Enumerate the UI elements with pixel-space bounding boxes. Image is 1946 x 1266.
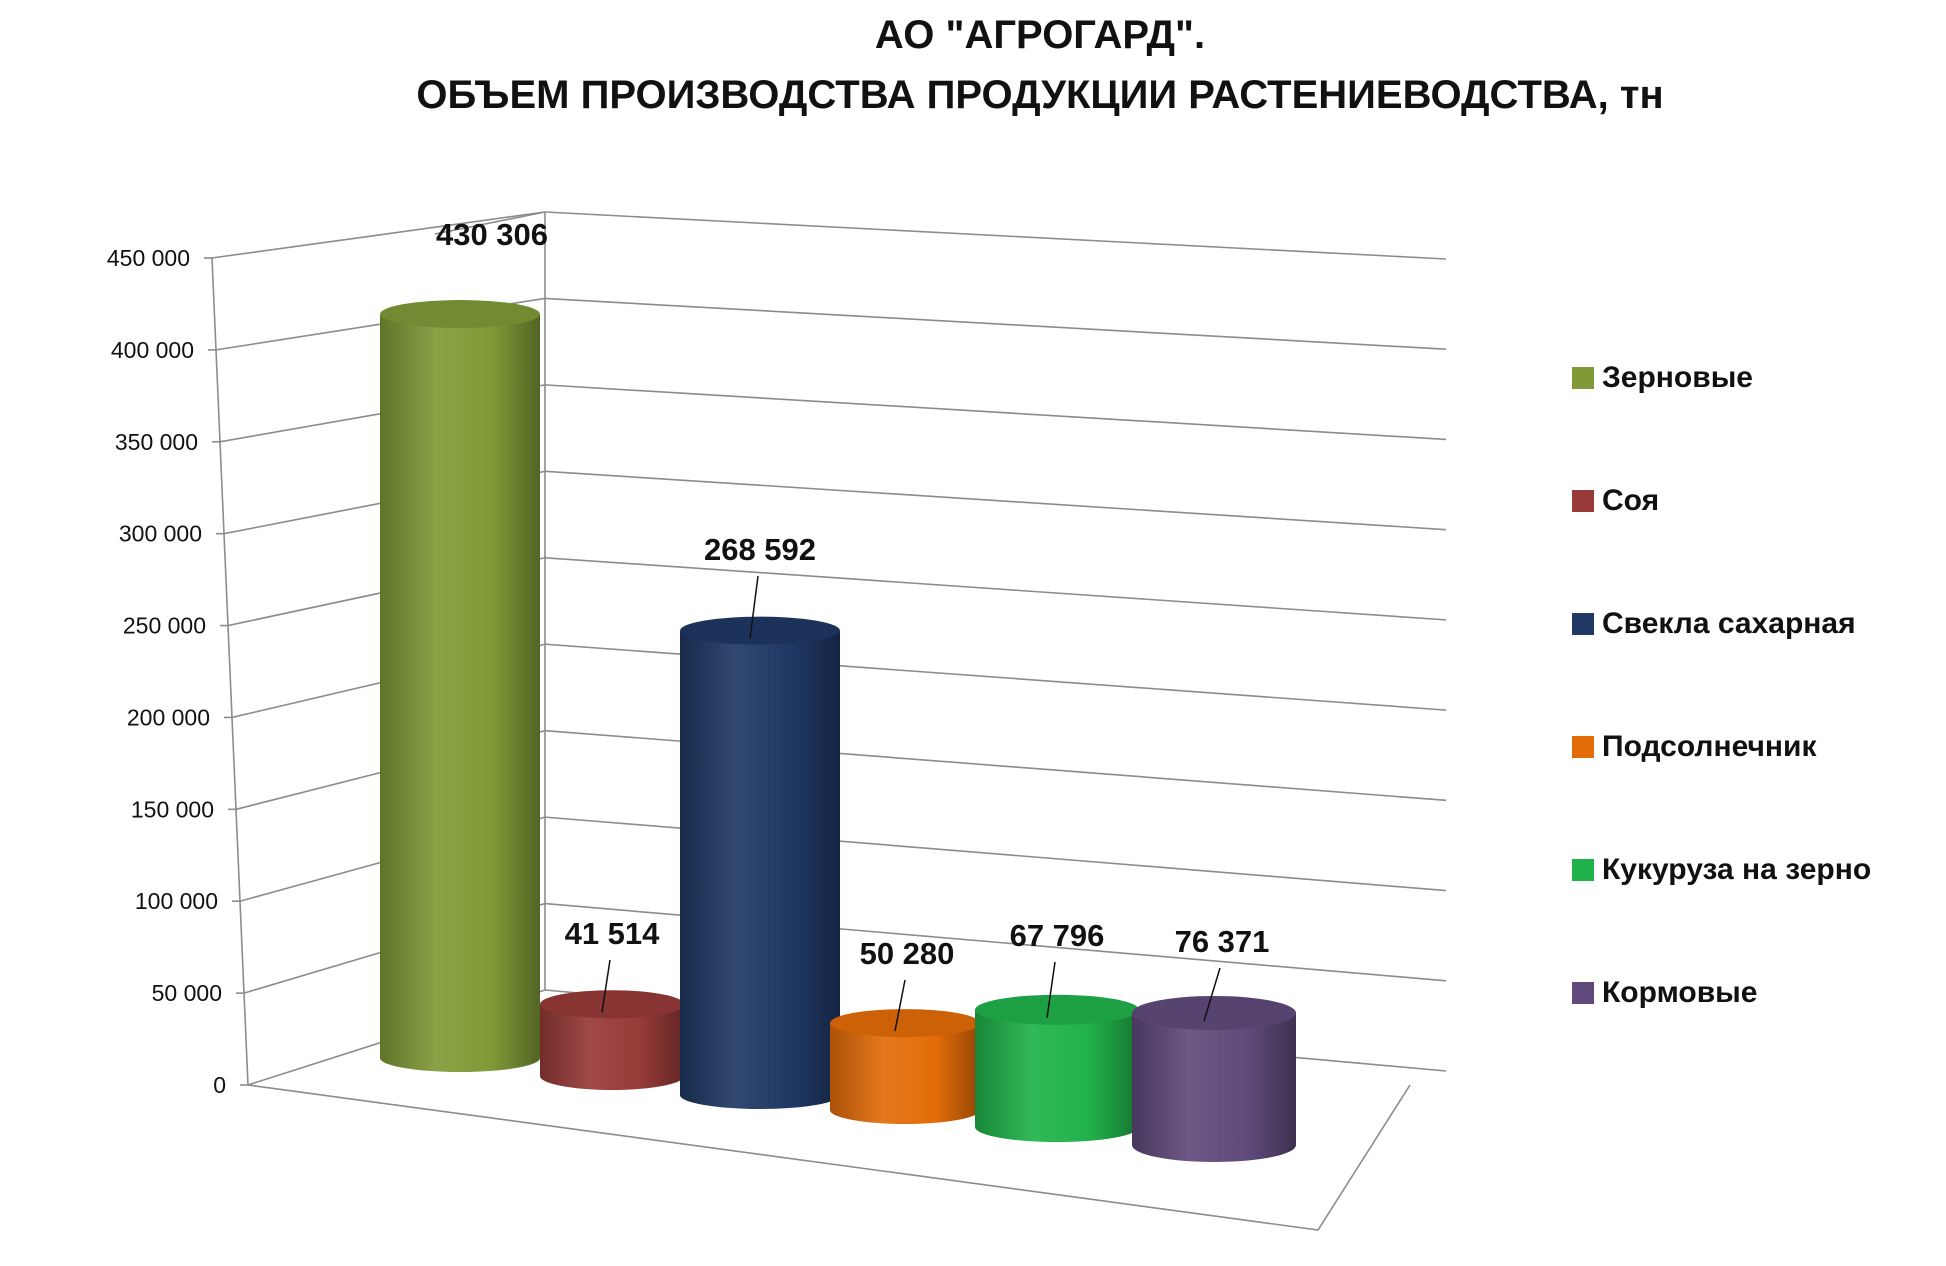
bar-1 [380, 300, 540, 1073]
y-tick-label: 450 000 [107, 245, 190, 271]
back-gridline [544, 556, 1447, 621]
y-tick-label: 100 000 [135, 888, 218, 914]
data-label: 430 306 [436, 217, 548, 252]
chart-bars [380, 300, 1296, 1162]
legend-swatch [1572, 613, 1594, 635]
label-leader-line [894, 979, 906, 1032]
back-gridline [544, 211, 1447, 260]
y-axis-ticks: 0 50 000 100 000 150 000 200 000 250 000 300 0… [107, 245, 226, 1098]
y-tick-label: 200 000 [127, 704, 210, 730]
label-leader-line [1203, 967, 1221, 1022]
bar-3 [680, 616, 840, 1109]
y-tick-label: 300 000 [119, 521, 202, 547]
y-tick-label: 250 000 [123, 613, 206, 639]
bar-body [1132, 1012, 1296, 1162]
left-axis-line [211, 257, 249, 1086]
data-label: 50 280 [860, 936, 955, 971]
legend-item: Зерновые [1572, 358, 1753, 398]
y-tick-label: 350 000 [115, 429, 198, 455]
legend-label: Свекла сахарная [1602, 607, 1856, 640]
legend-item: Подсолнечник [1572, 727, 1817, 767]
floor-outline [247, 1084, 1411, 1231]
bar-5 [975, 994, 1139, 1142]
legend-swatch [1572, 859, 1594, 881]
label-leader-line [601, 959, 611, 1013]
back-gridline [544, 470, 1447, 531]
legend-item: Кормовые [1572, 973, 1757, 1013]
legend-label: Зерновые [1602, 361, 1753, 394]
legend-swatch [1572, 367, 1594, 389]
legend-label: Кукуруза на зерно [1602, 853, 1872, 886]
bar-top [830, 1009, 980, 1038]
legend-label: Соя [1602, 484, 1660, 517]
data-label: 76 371 [1175, 924, 1270, 959]
label-leader-line [1046, 961, 1056, 1018]
bar-body [540, 1004, 684, 1090]
data-label: 41 514 [565, 916, 661, 951]
top-wall-edge [434, 211, 546, 235]
legend-swatch [1572, 490, 1594, 512]
legend-item: Свекла сахарная [1572, 604, 1856, 644]
y-tick-label: 50 000 [152, 980, 222, 1006]
bar-top [380, 300, 540, 329]
chart-title: АО "АГРОГАРД". [874, 13, 1206, 57]
data-label: 268 592 [704, 532, 816, 567]
legend-item: Соя [1572, 481, 1659, 521]
bar-top [975, 994, 1139, 1025]
y-tick-label: 150 000 [131, 796, 214, 822]
data-label: 67 796 [1010, 918, 1105, 953]
legend-item: Кукуруза на зерно [1572, 850, 1871, 890]
bar-body [975, 1009, 1139, 1142]
bar-body [380, 314, 540, 1073]
label-leader-line [749, 575, 759, 639]
y-tick-label: 0 [213, 1072, 226, 1098]
bar-top [680, 616, 840, 645]
bar-4 [830, 1009, 980, 1124]
back-gridline [544, 297, 1447, 351]
side-gridline [211, 211, 546, 259]
bar-body [680, 630, 840, 1109]
bar-top [540, 990, 684, 1019]
bar-6 [1132, 995, 1296, 1162]
back-gridline [544, 384, 1447, 441]
legend-label: Подсолнечник [1602, 730, 1817, 763]
legend-label: Кормовые [1602, 976, 1758, 1009]
data-labels: 430 306 41 514 268 592 50 280 67 796 76 371 [436, 217, 1270, 1032]
y-tick-label: 400 000 [111, 337, 194, 363]
legend-swatch [1572, 736, 1594, 758]
legend-swatch [1572, 982, 1594, 1004]
bar-body [830, 1023, 980, 1124]
bar-top [1132, 995, 1296, 1030]
chart-subtitle: ОБЪЕМ ПРОИЗВОДСТВА ПРОДУКЦИИ РАСТЕНИЕВОД… [416, 73, 1664, 117]
bar-2 [540, 990, 684, 1090]
